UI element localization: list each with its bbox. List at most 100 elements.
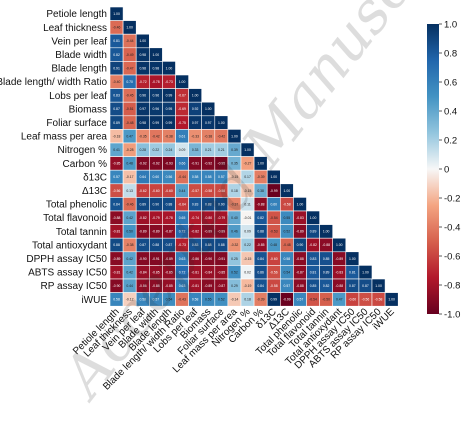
cell-value-label: 0.98	[139, 121, 146, 125]
row-labels: Petiole length Leaf thickness Vein per lea…	[0, 9, 107, 306]
cell-value-label: 0.99	[166, 121, 173, 125]
cell-value-label: 0.82	[257, 216, 264, 220]
cell-value-label: 0.33	[192, 148, 199, 152]
cell-value-label: -0.14	[231, 298, 239, 302]
colorbar-tick-label: -1.0	[444, 309, 460, 320]
cell-value-label: -0.64	[178, 202, 186, 206]
cell-value-label: -0.54	[270, 216, 278, 220]
cell-value-label: 0.22	[244, 243, 251, 247]
cell-value-label: -0.58	[270, 284, 278, 288]
cell-value-label: -0.88	[296, 284, 304, 288]
cell-value-label: 1.00	[218, 121, 225, 125]
cell-value-label: 0.25	[231, 257, 238, 261]
cell-value-label: -0.79	[152, 216, 160, 220]
cell-value-label: -0.86	[191, 257, 199, 261]
cell-value-label: -0.81	[191, 270, 199, 274]
cell-value-label: 0.81	[349, 270, 356, 274]
cell-value-label: 0.44	[126, 284, 133, 288]
cell-value-label: 0.58	[205, 175, 212, 179]
cell-value-label: -0.32	[231, 243, 239, 247]
heatmap-cell	[384, 292, 399, 307]
cell-value-label: 0.17	[244, 175, 251, 179]
cell-value-label: 0.52	[284, 230, 291, 234]
cell-value-label: -0.49	[126, 53, 134, 57]
cell-value-label: 0.61	[179, 134, 186, 138]
cell-value-label: 0.21	[218, 148, 225, 152]
cell-value-label: -0.95	[217, 162, 225, 166]
cell-value-label: -0.88	[335, 284, 343, 288]
cell-value-label: 1.00	[270, 175, 277, 179]
cell-value-label: -0.15	[244, 189, 252, 193]
cell-value-label: -0.62	[139, 189, 147, 193]
cell-value-label: 1.00	[126, 26, 133, 30]
row-label: Blade length/ width Ratio	[0, 77, 107, 88]
cell-value-label: 0.44	[179, 189, 186, 193]
cell-value-label: -0.81	[191, 284, 199, 288]
cell-value-label: -0.85	[217, 270, 225, 274]
cell-value-label: -0.88	[322, 243, 330, 247]
cell-value-label: -0.81	[113, 270, 121, 274]
cell-value-label: -0.73	[165, 80, 173, 84]
cell-value-label: 0.96	[153, 107, 160, 111]
cell-value-label: 0.54	[166, 298, 173, 302]
cell-value-label: -0.15	[244, 257, 252, 261]
cell-value-label: 0.90	[153, 202, 160, 206]
cell-value-label: -0.60	[348, 298, 356, 302]
row-label: Total tannin	[56, 227, 107, 238]
cell-value-label: 0.86	[257, 270, 264, 274]
row-label: Nitrogen %	[58, 145, 108, 156]
cell-value-label: 0.63	[179, 284, 186, 288]
row-label: Biomass	[69, 104, 107, 115]
cell-value-label: -0.74	[191, 216, 199, 220]
cell-value-label: -0.83	[335, 270, 343, 274]
cell-value-label: -0.53	[270, 230, 278, 234]
cell-value-label: 1.00	[388, 298, 395, 302]
cell-value-label: 0.35	[231, 162, 238, 166]
row-label: Total flavonoid	[43, 213, 107, 224]
cell-value-label: 0.87	[349, 284, 356, 288]
cell-value-label: -0.89	[152, 230, 160, 234]
row-label: Petiole length	[46, 9, 107, 20]
cell-value-label: 0.58	[113, 298, 120, 302]
cell-value-label: 0.52	[231, 270, 238, 274]
cell-value-label: -0.92	[204, 162, 212, 166]
cell-value-label: 1.00	[257, 162, 264, 166]
cell-value-label: -0.35	[139, 134, 147, 138]
cell-value-label: -0.60	[270, 257, 278, 261]
cell-value-label: -0.91	[217, 257, 225, 261]
cell-value-label: 0.89	[310, 230, 317, 234]
row-label: Total phenolic	[46, 200, 107, 211]
cell-value-label: 0.42	[126, 257, 133, 261]
cell-value-label: -0.46	[126, 202, 134, 206]
cell-value-label: 0.48	[270, 243, 277, 247]
cell-value-label: -0.50	[322, 298, 330, 302]
cell-value-label: 0.57	[297, 298, 304, 302]
cell-value-label: -0.28	[126, 148, 134, 152]
cell-value-label: -0.82	[139, 216, 147, 220]
colorbar-tick-label: -0.2	[444, 193, 460, 204]
cell-value-label: -0.91	[152, 257, 160, 261]
cell-value-label: 0.89	[139, 202, 146, 206]
cell-value-label: 0.85	[323, 257, 330, 261]
cell-value-label: 0.18	[244, 298, 251, 302]
cell-value-label: -0.38	[204, 134, 212, 138]
cell-value-label: -0.89	[139, 230, 147, 234]
cell-value-label: 1.00	[231, 134, 238, 138]
cell-value-label: -0.58	[204, 189, 212, 193]
cell-value-label: 0.88	[153, 243, 160, 247]
cell-value-label: 0.56	[166, 175, 173, 179]
cell-value-label: -0.89	[165, 257, 173, 261]
cell-value-label: 0.66	[179, 162, 186, 166]
cell-value-label: 0.81	[113, 39, 120, 43]
cell-value-label: 0.28	[139, 148, 146, 152]
cell-value-label: 0.58	[192, 175, 199, 179]
cell-value-label: -0.18	[113, 134, 121, 138]
row-label: DPPH assay IC50	[26, 254, 107, 265]
cell-value-label: -0.40	[113, 80, 121, 84]
cell-value-label: 0.41	[113, 148, 120, 152]
cell-value-label: -0.90	[204, 257, 212, 261]
cell-value-label: 0.46	[231, 230, 238, 234]
cell-value-label: 1.00	[375, 284, 382, 288]
cell-value-label: 0.90	[297, 243, 304, 247]
colorbar-tick-label: 0	[444, 164, 449, 175]
